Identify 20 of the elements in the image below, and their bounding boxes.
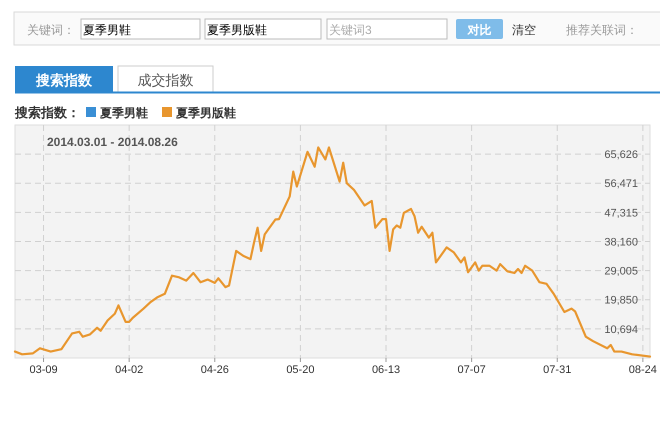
x-tick-label: 07-07 — [458, 364, 486, 376]
legend-label: 夏季男版鞋 — [175, 106, 236, 120]
ui: 关键词： 夏季男鞋 夏季男版鞋 关键词3 对比 清空 推荐关联词： 搜索指数 成交指数 — [14, 12, 660, 94]
x-tick-label: 03-09 — [29, 364, 58, 376]
y-tick-label: 29,005 — [604, 266, 638, 278]
y-tick-label: 38,160 — [604, 236, 638, 248]
y-tick-label: 19,850 — [604, 294, 638, 307]
legend-label: 夏季男鞋 — [99, 106, 148, 120]
annotation: 2014.03.01 - 2014.08.26 — [47, 135, 178, 149]
x-tick-label: 05-20 — [286, 364, 314, 376]
y-tick-label: 56,471 — [604, 178, 638, 190]
y-tick-label: 47,315 — [604, 207, 638, 220]
legend-title: 搜索指数： — [14, 105, 80, 120]
x-tick-label: 04-02 — [115, 364, 144, 376]
x-tick-label: 06-13 — [372, 364, 400, 376]
y-tick-label: 65,626 — [604, 149, 638, 162]
y-tick-label: 10,694 — [604, 324, 638, 336]
x-tick-label: 07-31 — [543, 364, 572, 376]
x-tick-label: 04-26 — [200, 364, 229, 376]
x-tick-label: 08-24 — [628, 364, 657, 376]
